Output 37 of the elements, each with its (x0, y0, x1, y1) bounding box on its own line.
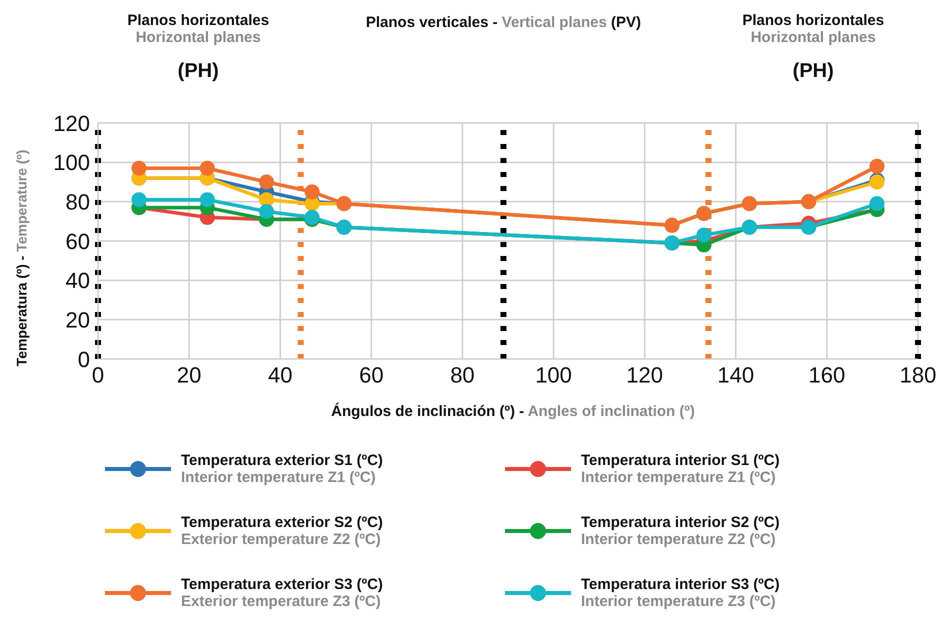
legend-label: Temperatura interior S1 (ºC) Interior temperature Z1 (ºC) (581, 452, 780, 486)
x-tick-label: 100 (535, 362, 572, 388)
legend-label: Temperatura exterior S3 (ºC) Exterior temperature Z3 (ºC) (181, 576, 383, 610)
y-tick-label: 40 (66, 268, 90, 294)
point (132, 160, 146, 176)
point (870, 158, 884, 174)
text: Planos horizontales Horizontal planes (PH) (127, 12, 270, 83)
x-tick-label: 180 (900, 362, 936, 388)
legend-label: Temperatura exterior S1 (ºC) Interior temperature Z1 (ºC) (181, 452, 383, 486)
point (304, 184, 320, 200)
legend-label: Temperatura interior S2 (ºC) Interior temperature Z2 (ºC) (581, 514, 780, 548)
point (870, 196, 884, 212)
point (200, 160, 215, 176)
y-tick-label: 60 (66, 228, 90, 254)
x-tick-label: 60 (359, 362, 384, 388)
x-axis-title: Ángulos de inclinación (º) - Angles of inclination (º) (331, 403, 695, 420)
x-tick-label: 120 (626, 362, 664, 388)
y-tick-label: 20 (66, 307, 90, 332)
legend-label: Temperatura exterior S2 (ºC) Exterior temperature Z2 (ºC) (181, 514, 383, 548)
x-tick-label: 160 (808, 362, 846, 388)
y-axis-title: Temperatura (º) - Temperature (º) (13, 150, 30, 366)
point (259, 204, 274, 219)
y-tick-label: 0 (78, 346, 90, 372)
point (200, 192, 215, 208)
text: Planos horizontales Horizontal planes (PH) (742, 12, 884, 83)
y-tick-label: 100 (53, 150, 90, 176)
x-tick-label: 40 (268, 362, 292, 388)
x-tick-label: 20 (176, 362, 202, 388)
y-tick-label: 80 (66, 189, 90, 214)
x-tick-label: 140 (717, 362, 754, 388)
point (259, 174, 274, 190)
point (696, 228, 712, 243)
text: Planos verticales - Vertical planes (PV) (366, 14, 642, 31)
legend-label: Temperatura interior S3 (ºC) Interior temperature Z3 (ºC) (581, 576, 780, 610)
x-tick-label: 80 (450, 362, 475, 388)
y-tick-label: 120 (53, 110, 90, 136)
point (132, 192, 146, 208)
